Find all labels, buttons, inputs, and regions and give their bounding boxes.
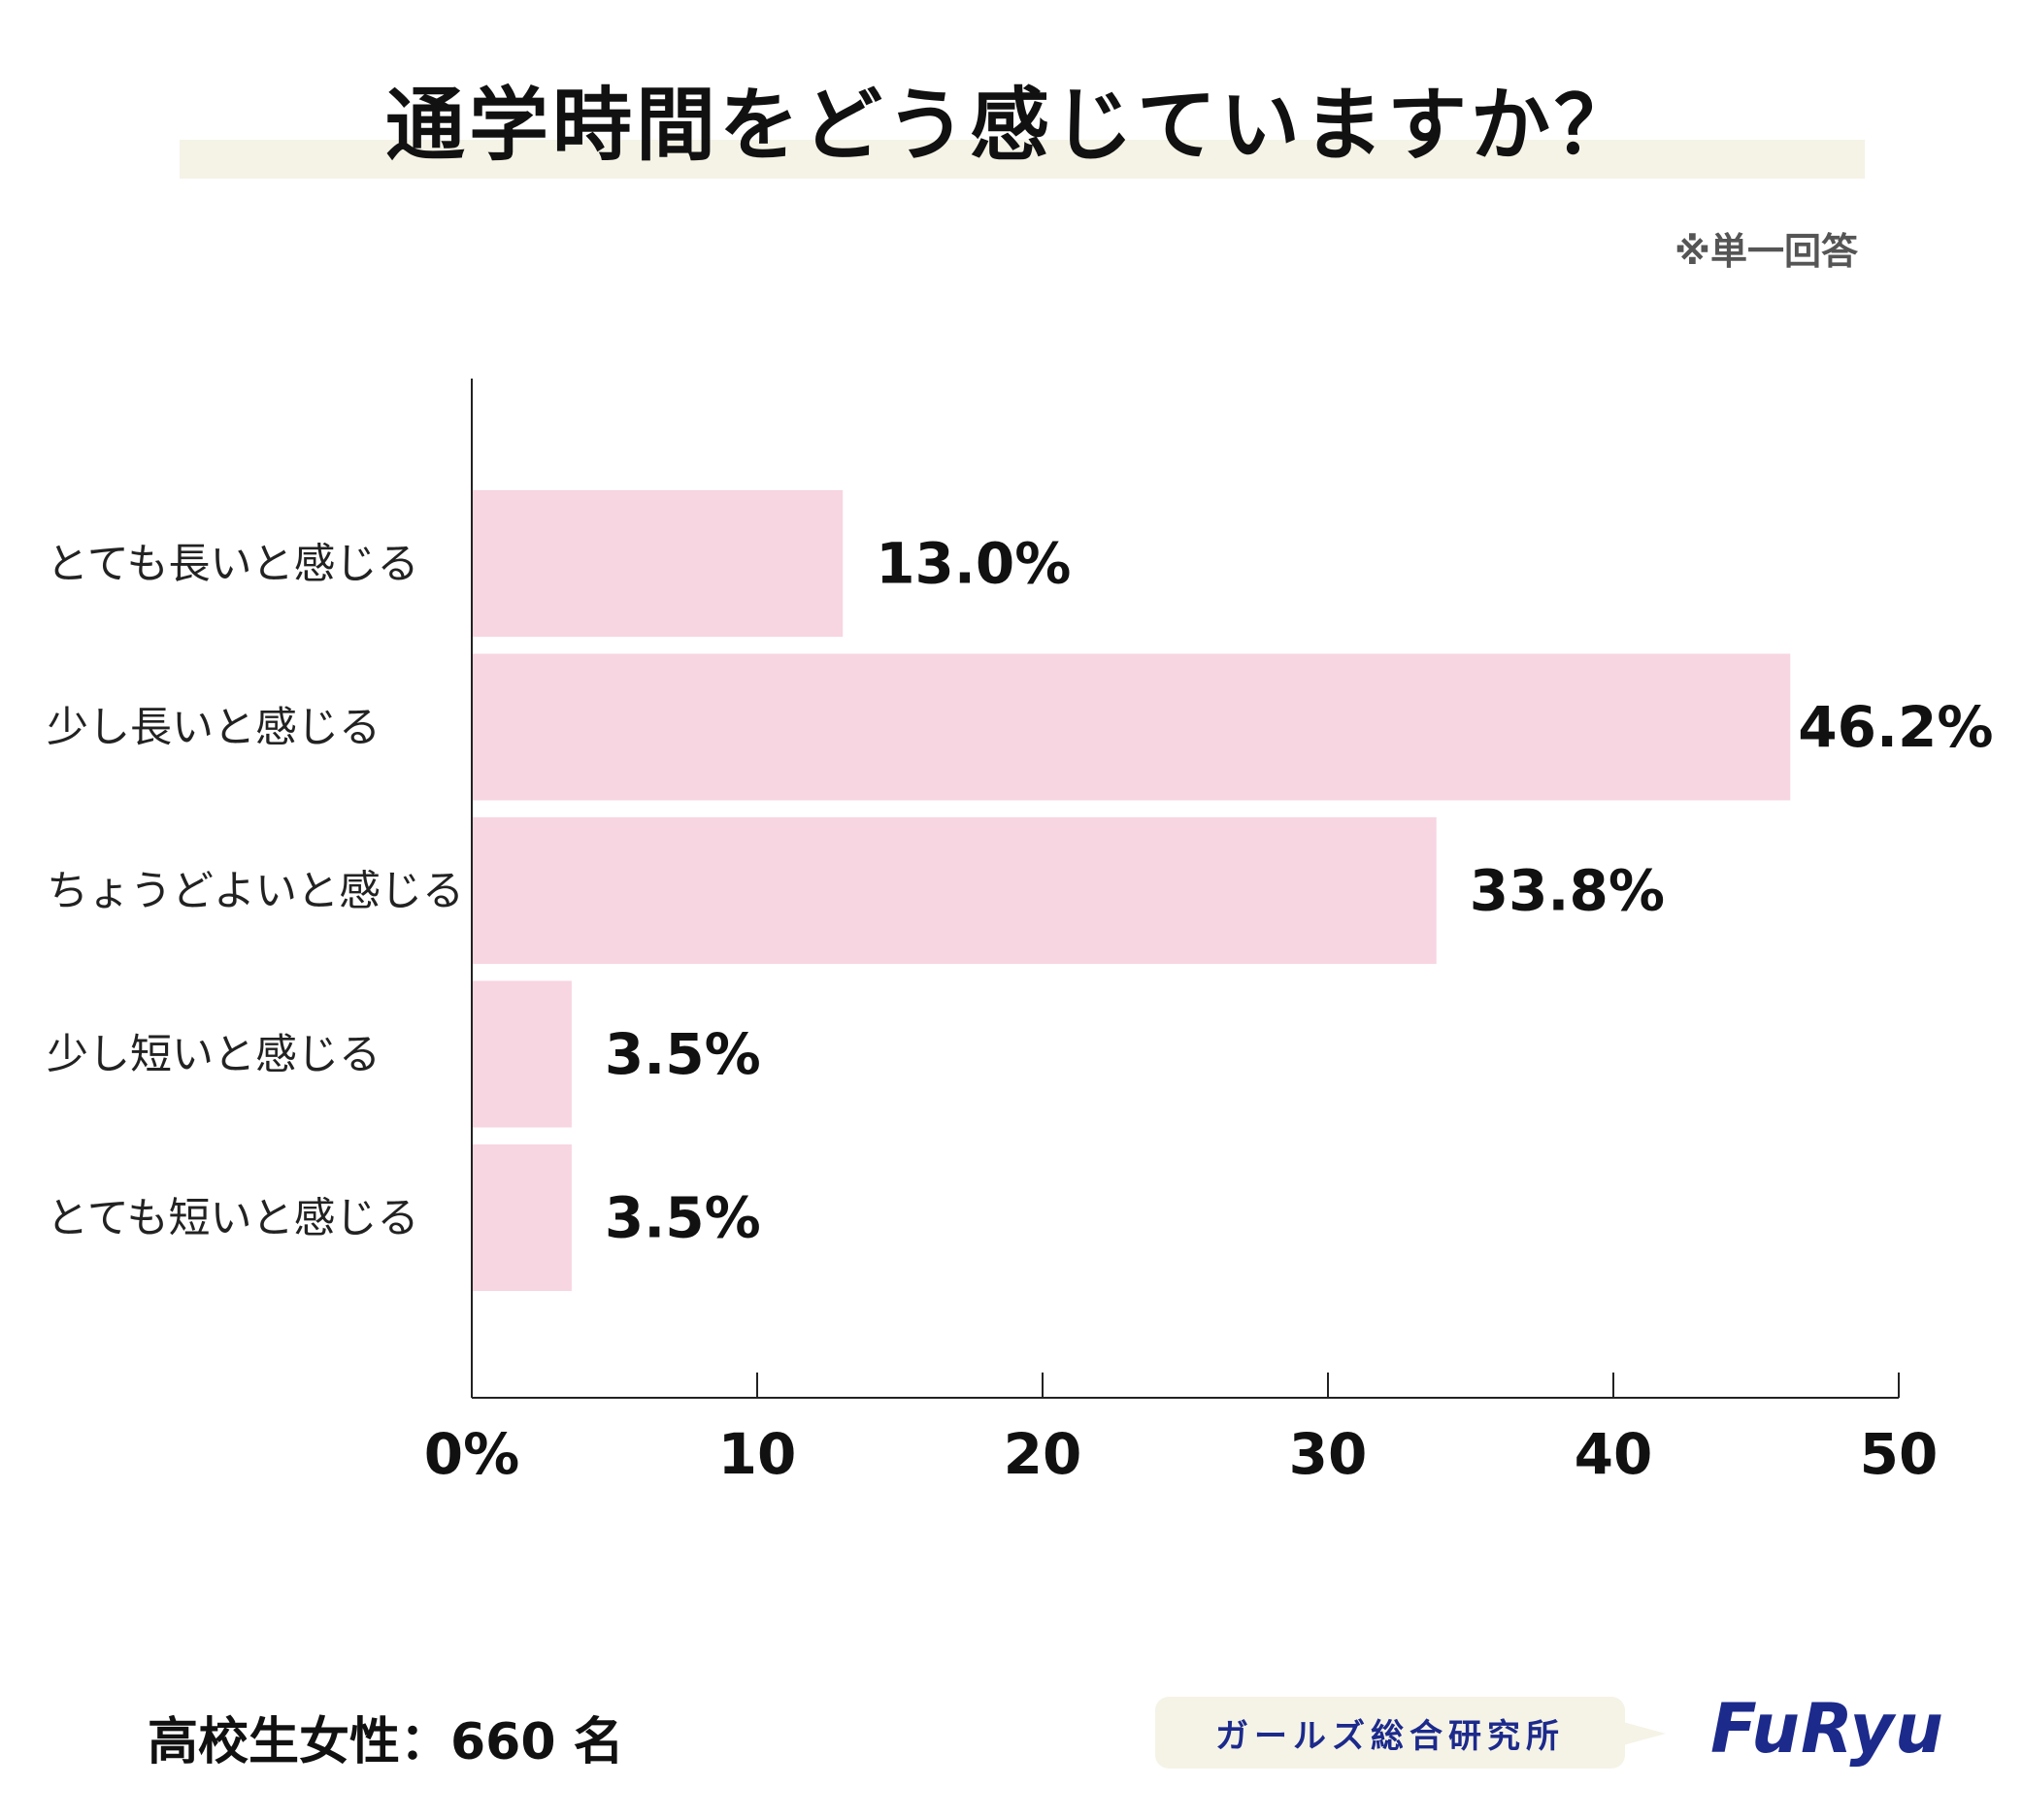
category-label-0: とても長いと感じる [47, 541, 419, 589]
category-label-4: とても短いと感じる [47, 1195, 419, 1243]
bar-2 [472, 817, 1437, 964]
bar-3 [472, 980, 572, 1128]
x-tick-label-1: 10 [718, 1421, 797, 1487]
category-label-1: 少し長いと感じる [47, 704, 381, 752]
bar-chart: とても長いと感じる 13.0% 少し長いと感じる 46.2% ちょうどよいと感じる 33.… [47, 379, 1993, 1487]
brand-name-pill: ガールズ総合研究所 [1155, 1697, 1625, 1769]
title-underline-band [180, 140, 1865, 179]
value-label-3: 3.5% [605, 1021, 761, 1087]
value-label-1: 46.2% [1798, 694, 1993, 760]
furyu-logo: FuRyu [1710, 1689, 1944, 1769]
chart-title: 通学時間をどう感じていますか？ [384, 80, 1638, 172]
answer-type-note: ※単一回答 [1675, 230, 1858, 273]
value-label-2: 33.8% [1470, 858, 1665, 924]
x-tick-label-2: 20 [1004, 1421, 1082, 1487]
value-label-0: 13.0% [876, 531, 1071, 597]
brand-pill-pointer [1623, 1722, 1666, 1745]
x-tick-label-0: 0% [424, 1421, 519, 1487]
bar-4 [472, 1144, 572, 1291]
bar-1 [472, 653, 1791, 801]
sample-size-label: 高校生女性：660 名 [148, 1713, 624, 1771]
category-label-2: ちょうどよいと感じる [47, 868, 464, 916]
value-label-4: 3.5% [605, 1185, 761, 1251]
x-tick-label-5: 50 [1860, 1421, 1939, 1487]
x-tick-label-3: 30 [1289, 1421, 1368, 1487]
bar-0 [472, 490, 844, 637]
x-tick-label-4: 40 [1575, 1421, 1653, 1487]
category-label-3: 少し短いと感じる [47, 1031, 381, 1079]
